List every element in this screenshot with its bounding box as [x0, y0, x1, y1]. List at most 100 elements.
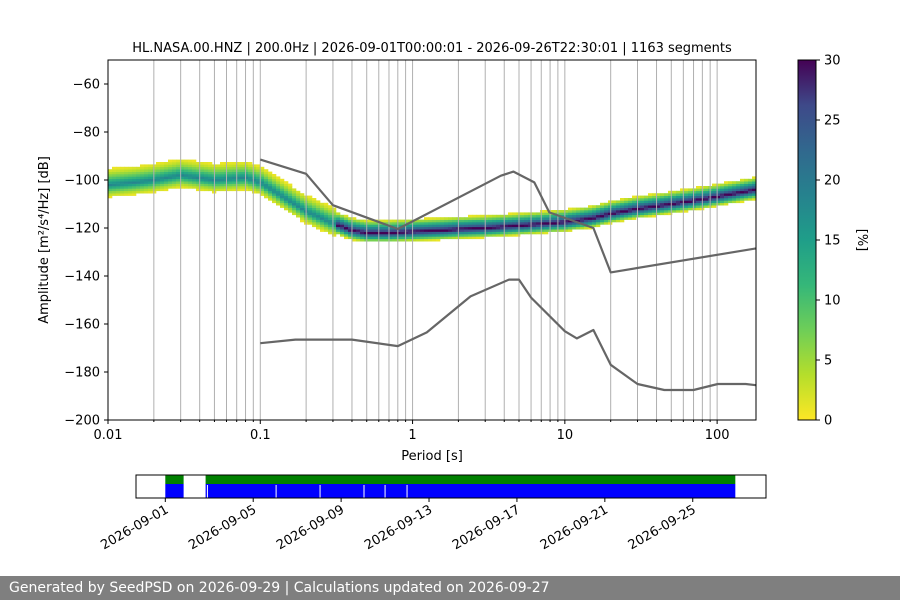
- heatmap-cell: [528, 217, 533, 220]
- heatmap-cell: [128, 174, 133, 177]
- heatmap-cell: [156, 162, 161, 165]
- heatmap-cell: [180, 186, 185, 189]
- heatmap-cell: [344, 226, 349, 230]
- heatmap-cell: [716, 186, 721, 189]
- heatmap-cell: [228, 183, 233, 187]
- heatmap-cell: [664, 200, 669, 204]
- heatmap-cell: [744, 178, 749, 182]
- heatmap-cell: [596, 210, 601, 213]
- heatmap-cell: [400, 222, 405, 225]
- heatmap-cell: [464, 219, 469, 223]
- heatmap-cell: [404, 222, 409, 225]
- heatmap-cell: [364, 231, 369, 235]
- heatmap-cell: [724, 198, 729, 201]
- heatmap-cell: [524, 212, 529, 216]
- heatmap-cell: [620, 200, 625, 204]
- heatmap-cell: [628, 202, 633, 206]
- heatmap-cell: [448, 229, 453, 232]
- heatmap-cell: [316, 222, 321, 225]
- heatmap-cell: [444, 224, 449, 228]
- heatmap-cell: [172, 186, 177, 189]
- heatmap-cell: [288, 188, 293, 192]
- heatmap-cell: [188, 186, 193, 189]
- heatmap-cell: [520, 229, 525, 232]
- heatmap-cell: [336, 219, 341, 223]
- heatmap-cell: [484, 222, 489, 225]
- heatmap-cell: [200, 181, 205, 184]
- heatmap-cell: [604, 222, 609, 225]
- heatmap-cell: [600, 212, 605, 216]
- heatmap-cell: [312, 219, 317, 223]
- heatmap-cell: [468, 229, 473, 232]
- heatmap-cell: [704, 195, 709, 199]
- heatmap-cell: [180, 178, 185, 182]
- heatmap-cell: [712, 198, 717, 201]
- heatmap-cell: [692, 195, 697, 199]
- heatmap-cell: [400, 238, 405, 242]
- x-tick-label: 10: [557, 428, 574, 443]
- heatmap-cell: [712, 183, 717, 187]
- y-tick-label: −140: [64, 270, 100, 285]
- heatmap-cell: [316, 207, 321, 211]
- heatmap-cell: [732, 183, 737, 187]
- heatmap-cell: [608, 207, 613, 211]
- heatmap-cell: [684, 200, 689, 204]
- heatmap-cell: [732, 200, 737, 204]
- heatmap-cell: [508, 231, 513, 235]
- heatmap-cell: [136, 166, 141, 170]
- heatmap-cell: [612, 217, 617, 220]
- heatmap-cell: [692, 188, 697, 192]
- heatmap-cell: [468, 222, 473, 225]
- heatmap-cell: [584, 210, 589, 213]
- heatmap-cell: [512, 229, 517, 232]
- heatmap-cell: [256, 164, 261, 168]
- heatmap-cell: [624, 205, 629, 208]
- heatmap-cell: [652, 200, 657, 204]
- heatmap-cell: [736, 190, 741, 194]
- heatmap-cell: [544, 217, 549, 220]
- heatmap-cell: [752, 181, 756, 184]
- heatmap-cell: [156, 166, 161, 170]
- heatmap-cell: [728, 190, 733, 194]
- heatmap-cell: [156, 188, 161, 192]
- heatmap-cell: [436, 224, 441, 228]
- heatmap-cell: [356, 234, 361, 237]
- heatmap-cell: [284, 186, 289, 189]
- heatmap-cell: [132, 171, 137, 175]
- heatmap-cell: [220, 171, 225, 175]
- heatmap-cell: [320, 207, 325, 211]
- heatmap-cell: [384, 238, 389, 242]
- heatmap-cell: [348, 229, 353, 232]
- heatmap-cell: [576, 224, 581, 228]
- heatmap-cell: [364, 236, 369, 240]
- heatmap-cell: [472, 217, 477, 220]
- heatmap-cell: [228, 181, 233, 184]
- heatmap-cell: [728, 195, 733, 199]
- heatmap-cell: [720, 190, 725, 194]
- heatmap-cell: [664, 193, 669, 196]
- heatmap-cell: [344, 217, 349, 220]
- heatmap-cell: [164, 164, 169, 168]
- heatmap-cell: [612, 200, 617, 204]
- heatmap-cell: [544, 219, 549, 223]
- heatmap-cell: [604, 219, 609, 223]
- heatmap-cell: [424, 229, 429, 232]
- heatmap-cell: [424, 226, 429, 230]
- heatmap-cell: [676, 190, 681, 194]
- heatmap-cell: [300, 219, 305, 223]
- heatmap-cell: [364, 222, 369, 225]
- heatmap-cell: [252, 164, 257, 168]
- heatmap-cell: [640, 198, 645, 201]
- heatmap-cell: [220, 162, 225, 165]
- heatmap-cell: [268, 188, 273, 192]
- heatmap-cell: [280, 188, 285, 192]
- heatmap-cell: [560, 224, 565, 228]
- heatmap-cell: [636, 195, 641, 199]
- heatmap-cell: [216, 166, 221, 170]
- heatmap-cell: [268, 171, 273, 175]
- heatmap-cell: [752, 195, 756, 199]
- heatmap-cell: [748, 198, 753, 201]
- heatmap-cell: [256, 188, 261, 192]
- heatmap-cell: [492, 222, 497, 225]
- heatmap-cell: [496, 234, 501, 237]
